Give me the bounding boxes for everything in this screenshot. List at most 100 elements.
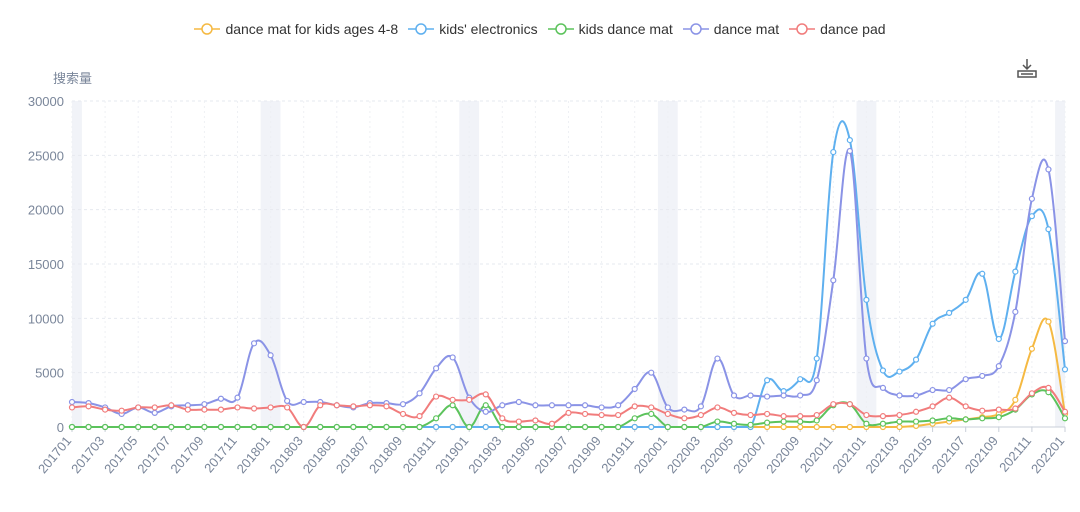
data-point [631, 385, 638, 393]
data-point [912, 356, 920, 363]
data-point [813, 423, 820, 431]
data-point [697, 403, 705, 410]
legend-item[interactable]: kids' electronics [408, 21, 538, 37]
data-point [912, 418, 920, 425]
data-point [995, 363, 1002, 370]
data-point [565, 423, 572, 431]
data-point [879, 413, 887, 420]
data-point [499, 415, 506, 422]
data-point [532, 402, 539, 409]
data-point [101, 423, 109, 431]
data-point [896, 368, 903, 375]
data-point [615, 411, 622, 419]
data-point [399, 410, 407, 418]
legend-item[interactable]: kids dance mat [547, 21, 673, 37]
data-point [879, 367, 887, 374]
data-point [631, 415, 638, 422]
data-point [267, 404, 274, 411]
data-point [615, 402, 622, 409]
data-point [1045, 226, 1052, 233]
data-point [946, 309, 953, 316]
data-point [1045, 166, 1052, 173]
data-point [482, 423, 489, 431]
legend-line-icon [194, 23, 221, 35]
y-tick-label: 30000 [28, 94, 64, 109]
data-point [201, 401, 208, 408]
data-point [979, 407, 986, 414]
data-point [284, 397, 291, 405]
x-tick-label: 202101 [829, 433, 868, 476]
data-point [300, 423, 307, 431]
data-point [962, 296, 969, 303]
legend-line-icon [682, 23, 709, 35]
legend-item[interactable]: dance mat [682, 21, 779, 37]
x-tick-label: 202105 [896, 433, 935, 476]
x-tick-label: 201903 [465, 433, 504, 476]
data-point [433, 415, 440, 422]
data-point [979, 372, 986, 380]
legend-label: kids' electronics [439, 21, 538, 37]
data-point [68, 404, 76, 411]
x-tick-label: 202009 [763, 433, 802, 476]
legend-line-icon [547, 23, 574, 35]
data-point [68, 423, 76, 431]
data-point [946, 394, 953, 401]
data-point [846, 423, 853, 431]
x-tick-label: 202109 [962, 433, 1001, 476]
x-tick-label: 202001 [631, 433, 670, 476]
data-point [284, 404, 291, 411]
x-tick-label: 201909 [565, 433, 604, 476]
data-point [648, 369, 655, 376]
data-point [449, 402, 456, 409]
data-point [184, 406, 191, 413]
data-point [697, 423, 705, 431]
data-point [879, 420, 887, 427]
data-point [416, 423, 423, 431]
data-point [135, 423, 142, 431]
data-point [730, 409, 738, 416]
data-point [714, 404, 721, 411]
data-point [979, 270, 986, 277]
data-point [499, 423, 506, 431]
data-point [830, 148, 837, 156]
year-band [1055, 101, 1065, 427]
data-point [747, 411, 754, 419]
data-point [515, 398, 522, 406]
legend-item[interactable]: dance mat for kids ages 4-8 [194, 21, 398, 37]
data-point [1061, 415, 1069, 422]
data-point [995, 414, 1002, 421]
download-icon[interactable] [1016, 57, 1038, 79]
data-point [118, 423, 125, 431]
data-point [250, 423, 258, 431]
data-point [615, 423, 622, 431]
data-point [383, 403, 390, 410]
year-band [72, 101, 82, 427]
data-point [697, 411, 705, 419]
data-point [1028, 345, 1036, 352]
data-point [433, 393, 440, 400]
data-point [118, 407, 125, 414]
x-tick-label: 202003 [664, 433, 703, 476]
data-point [333, 423, 340, 431]
data-point [350, 423, 357, 431]
data-point [813, 355, 820, 362]
legend-line-icon [789, 23, 816, 35]
series-line [71, 148, 1066, 415]
data-point [333, 402, 340, 409]
data-point [863, 420, 870, 427]
data-point [217, 406, 225, 413]
data-point [548, 402, 556, 409]
x-tick-label: 201907 [531, 433, 570, 476]
data-point [780, 418, 787, 425]
x-tick-label: 201811 [400, 433, 439, 475]
data-point [267, 352, 274, 359]
data-point [1028, 213, 1036, 220]
data-point [730, 392, 738, 399]
data-point [1028, 390, 1036, 397]
x-tick-label: 201901 [432, 433, 471, 476]
data-point [962, 416, 969, 423]
legend-item[interactable]: dance pad [789, 21, 886, 37]
data-point [168, 402, 175, 409]
data-point [1061, 408, 1069, 415]
